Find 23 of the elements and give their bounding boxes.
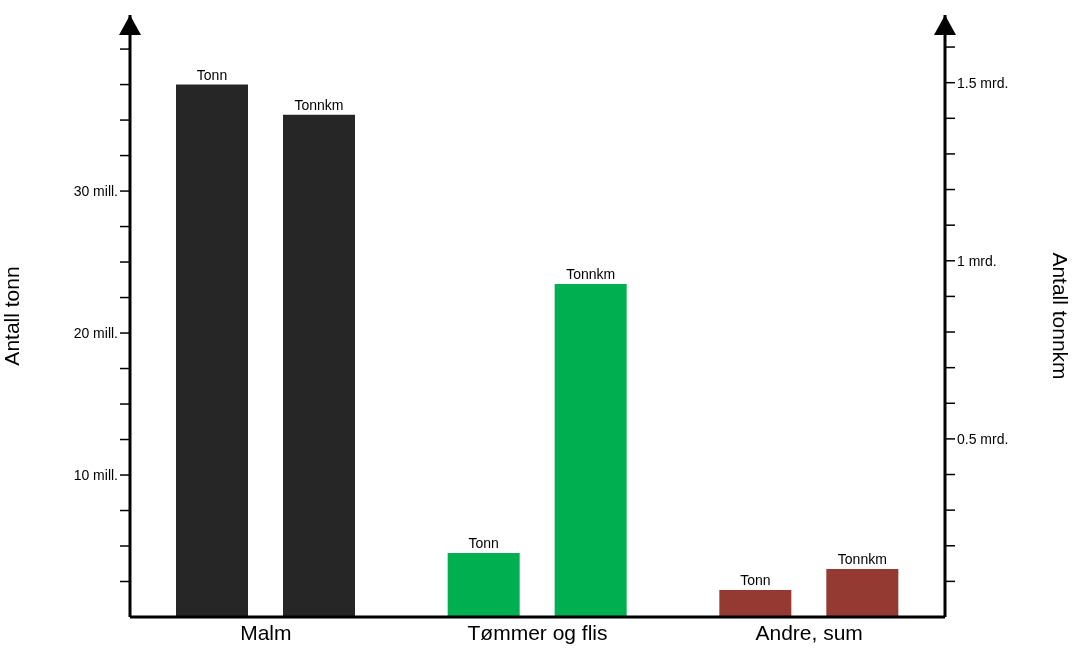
text: Tonn [468, 535, 499, 552]
bar [719, 590, 792, 617]
y2-tick-label: 1.5 mrd. [957, 74, 1009, 91]
y-tick-label: 20 mill. [73, 325, 118, 342]
series-label: Tonnkm [294, 96, 344, 113]
series-label: Tonn [196, 66, 228, 83]
y2-tick-label: 1 mrd. [957, 252, 997, 269]
y-tick-label: 30 mill. [73, 183, 118, 200]
bar [826, 568, 899, 617]
x-tick-label: Andre, sum [755, 620, 863, 644]
y-axis-title: Antall tonn [0, 266, 24, 366]
bar [176, 84, 248, 617]
bar [283, 114, 355, 617]
text: Tonnkm [566, 265, 616, 282]
text: Tonnkm [837, 550, 887, 567]
y2-tick-label: 0.5 mrd. [957, 430, 1009, 447]
x-tick-label: Tømmer og flis [467, 620, 608, 644]
y2-axis-title: Antall tonnkm [1048, 252, 1072, 380]
text: Tonn [740, 572, 771, 589]
bar [554, 283, 627, 617]
x-tick-label: Malm [240, 620, 292, 644]
bar [447, 553, 520, 617]
y-tick-label: 10 mill. [73, 466, 118, 483]
